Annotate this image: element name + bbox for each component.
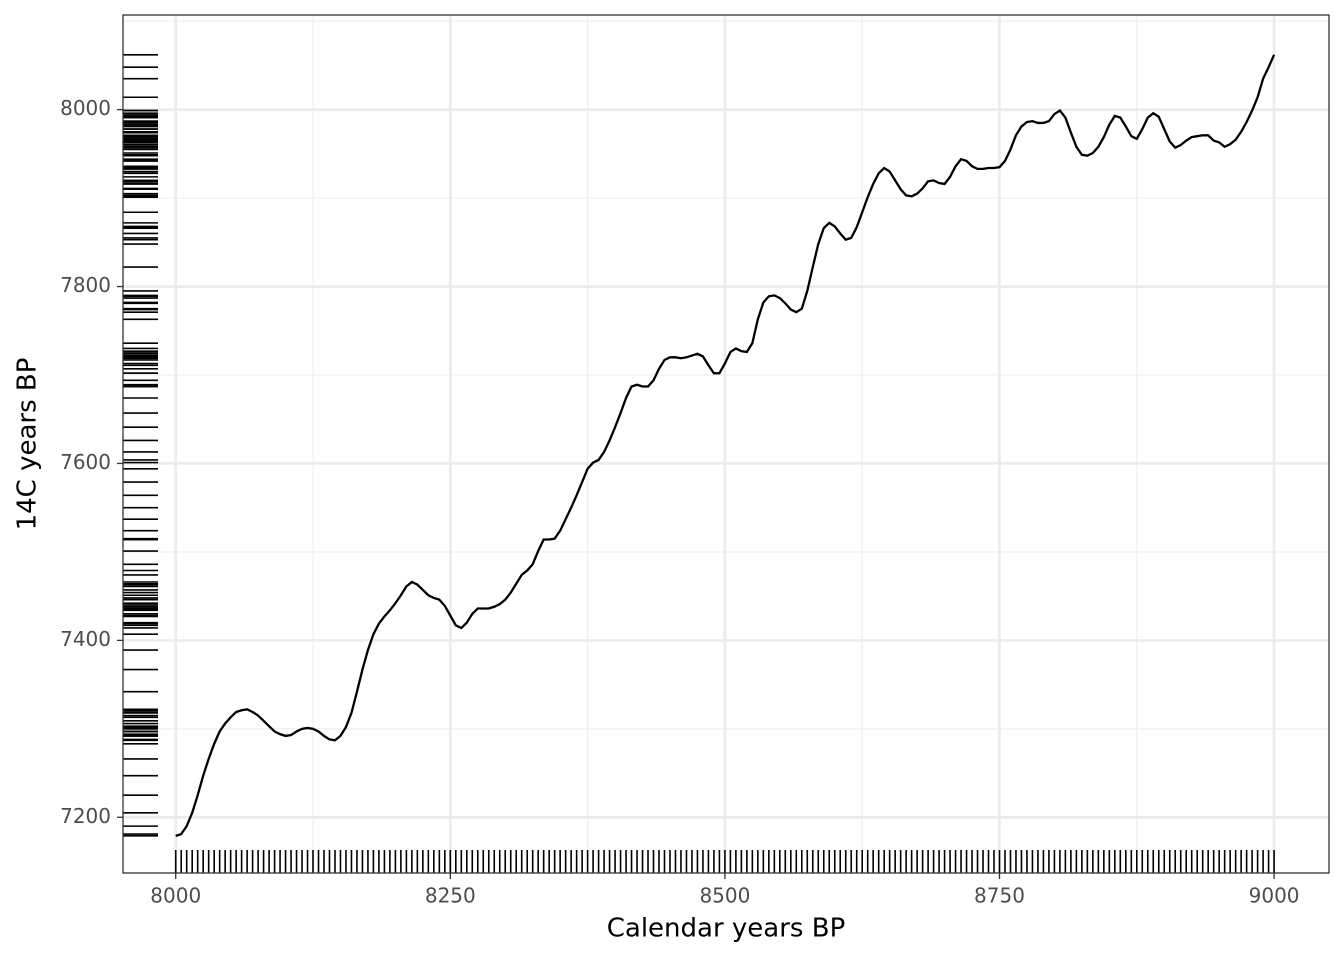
x-tick-label: 8750 [974,884,1025,908]
y-tick-label: 7800 [60,273,111,297]
x-tick-label: 8250 [425,884,476,908]
y-axis-title: 14C years BP [13,358,43,531]
x-tick-label: 9000 [1249,884,1300,908]
y-tick-label: 7600 [60,450,111,474]
line [175,54,1276,837]
plot-border [122,14,1330,874]
y-tick-label: 7200 [60,804,111,828]
x-tick-label: 8000 [150,884,201,908]
x-tick-label: 8500 [699,884,750,908]
marks [123,54,1276,873]
y-tick-label: 8000 [60,96,111,120]
grid [123,15,1329,873]
x-axis-title: Calendar years BP [607,914,846,944]
y-tick-label: 7400 [60,627,111,651]
